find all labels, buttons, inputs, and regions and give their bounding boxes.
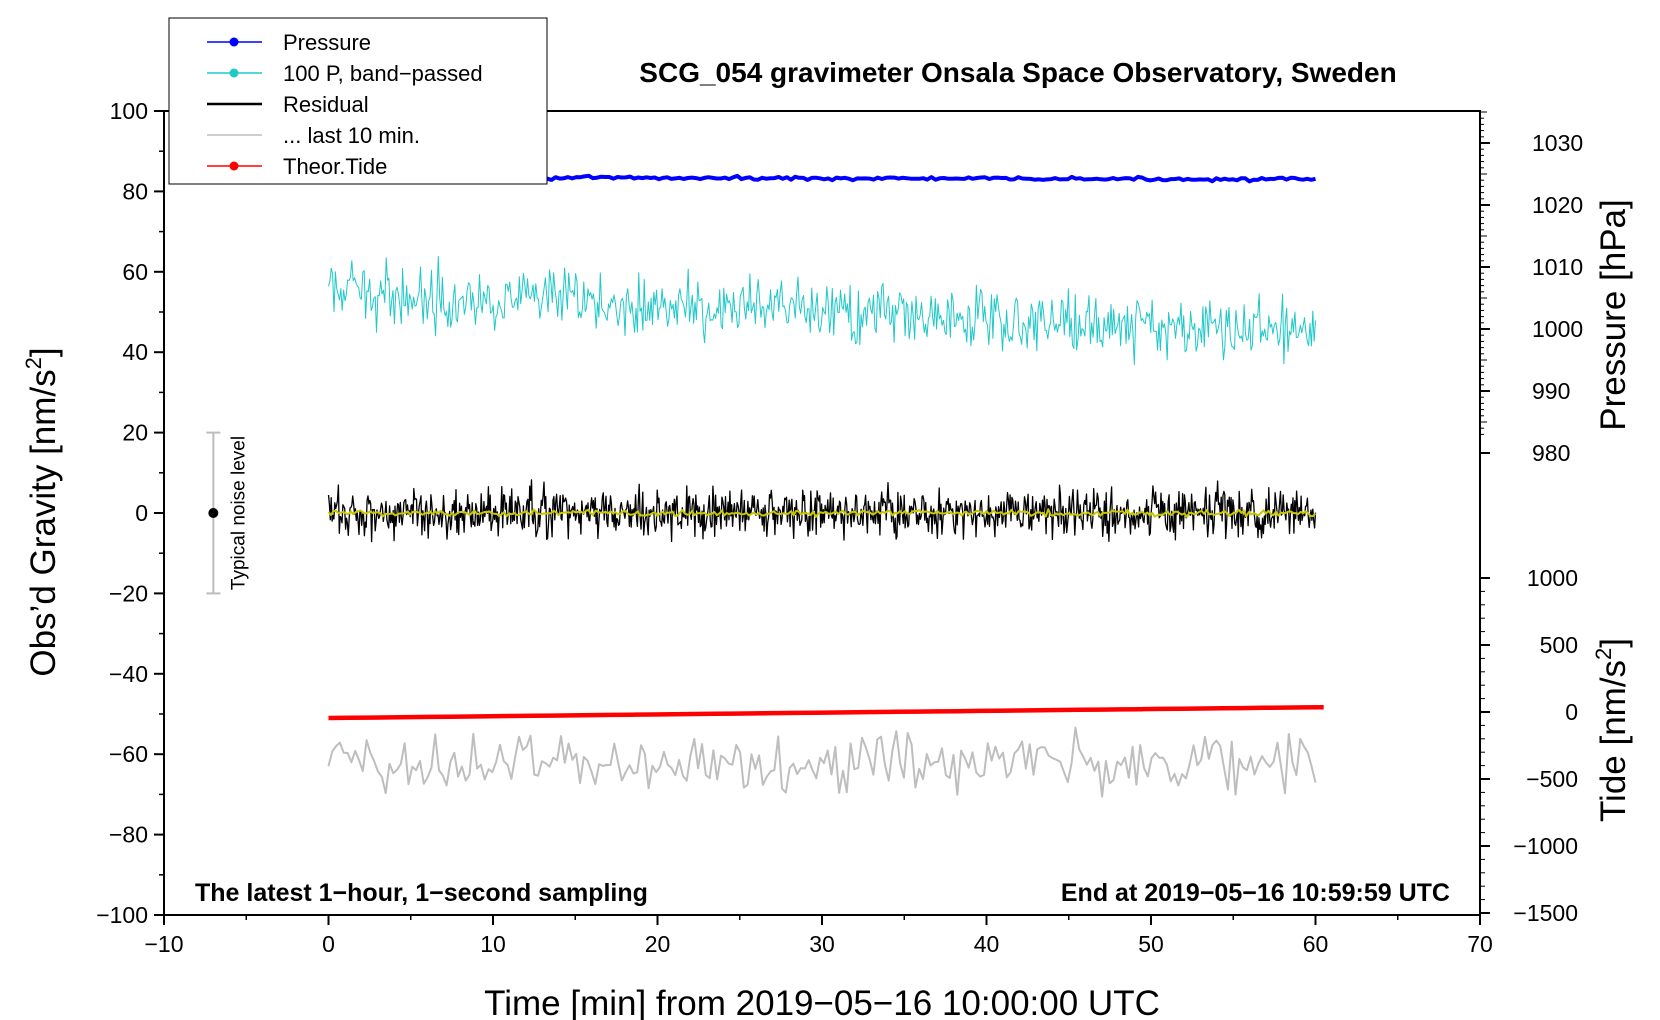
y-tick-label: 0	[135, 500, 148, 526]
legend-label: Residual	[283, 92, 369, 117]
y-tick-label: −40	[109, 661, 148, 687]
legend-label: ... last 10 min.	[283, 123, 420, 148]
noise-indicator: Typical noise level	[206, 431, 249, 595]
pressure-tick-label: 990	[1532, 378, 1570, 404]
legend: Pressure 100 P, band−passed Residual ... la…	[168, 17, 548, 185]
x-tick-label: 70	[1467, 931, 1493, 957]
tide-label-end: ]	[1594, 638, 1633, 648]
y-tick-label: −100	[96, 902, 148, 928]
y-label-left-main: Obs’d Gravity [nm/s	[24, 369, 63, 676]
pressure-tick-label: 980	[1532, 440, 1570, 466]
series-line	[327, 726, 1317, 798]
x-tick-label: 50	[1138, 931, 1164, 957]
note-left: The latest 1−hour, 1−second sampling	[195, 879, 648, 907]
legend-marker	[229, 68, 239, 78]
series-line	[328, 256, 1316, 366]
pressure-tick-label: 1000	[1532, 316, 1583, 342]
y-axis-label-left: Obs’d Gravity [nm/s2]	[21, 347, 63, 676]
tide-tick-label: 500	[1540, 632, 1578, 658]
y-axis-ticks: 100 80 60 40 20 0 −20 −40 −60 −80 −100	[96, 98, 164, 928]
x-axis-ticks: −10 0 10 20 30 40 50 60 70	[144, 915, 1493, 957]
chart-title: SCG_054 gravimeter Onsala Space Observat…	[639, 57, 1396, 88]
tide-tick-label: 0	[1565, 699, 1578, 725]
legend-label: Theor.Tide	[283, 154, 387, 179]
tide-tick-label: −1000	[1513, 833, 1578, 859]
y-tick-label: 40	[122, 339, 148, 365]
y-tick-label: 20	[122, 420, 148, 446]
tide-label-sup: 2	[1591, 648, 1616, 660]
pressure-axis-label: Pressure [hPa]	[1594, 199, 1633, 431]
pressure-tick-label: 1020	[1532, 192, 1583, 218]
y-tick-label: −60	[109, 741, 148, 767]
tide-tick-label: −500	[1526, 766, 1578, 792]
y-tick-label: 100	[110, 98, 148, 124]
legend-label: Pressure	[283, 30, 371, 55]
series-line	[328, 704, 1324, 721]
y-tick-label: 80	[122, 178, 148, 204]
x-tick-label: 10	[480, 931, 506, 957]
legend-marker	[229, 161, 239, 171]
legend-marker	[229, 37, 239, 47]
pressure-axis-ticks: 1030 1020 1010 1000 990 980	[1480, 111, 1583, 466]
x-tick-label: −10	[144, 931, 183, 957]
x-tick-label: 30	[809, 931, 835, 957]
x-tick-label: 20	[645, 931, 671, 957]
series-line	[327, 508, 1317, 518]
y-label-left-end: ]	[24, 347, 63, 357]
x-tick-label: 60	[1303, 931, 1329, 957]
tide-tick-label: −1500	[1513, 900, 1578, 926]
note-right: End at 2019−05−16 10:59:59 UTC	[1061, 879, 1450, 907]
y-tick-label: 60	[122, 259, 148, 285]
tide-axis-label: Tide [nm/s2]	[1591, 638, 1633, 822]
y-tick-label: −20	[109, 580, 148, 606]
x-axis-label: Time [min] from 2019−05−16 10:00:00 UTC	[484, 984, 1160, 1020]
x-tick-label: 0	[322, 931, 335, 957]
noise-label: Typical noise level	[228, 436, 249, 590]
pressure-tick-label: 1030	[1532, 130, 1583, 156]
x-tick-label: 40	[974, 931, 1000, 957]
tide-tick-label: 1000	[1527, 565, 1578, 591]
noise-dot	[208, 508, 219, 518]
y-label-left-sup: 2	[21, 357, 46, 369]
pressure-tick-label: 1010	[1532, 254, 1583, 280]
y-tick-label: −80	[109, 822, 148, 848]
legend-label: 100 P, band−passed	[283, 61, 483, 86]
tide-label-main: Tide [nm/s	[1594, 660, 1633, 822]
tide-axis-ticks: 1000 500 0 −500 −1000 −1500	[1480, 565, 1578, 926]
